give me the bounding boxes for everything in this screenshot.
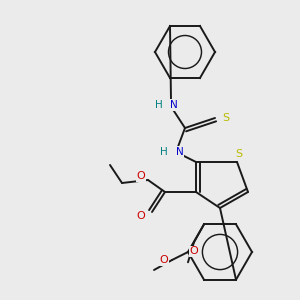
Text: H: H (160, 147, 168, 157)
Text: O: O (159, 255, 168, 265)
Text: S: S (222, 113, 229, 123)
Text: O: O (136, 211, 145, 221)
Text: H: H (155, 100, 163, 110)
Text: O: O (136, 171, 145, 181)
Text: O: O (190, 246, 198, 256)
Text: S: S (236, 149, 243, 159)
Text: N: N (170, 100, 178, 110)
Text: N: N (176, 147, 184, 157)
